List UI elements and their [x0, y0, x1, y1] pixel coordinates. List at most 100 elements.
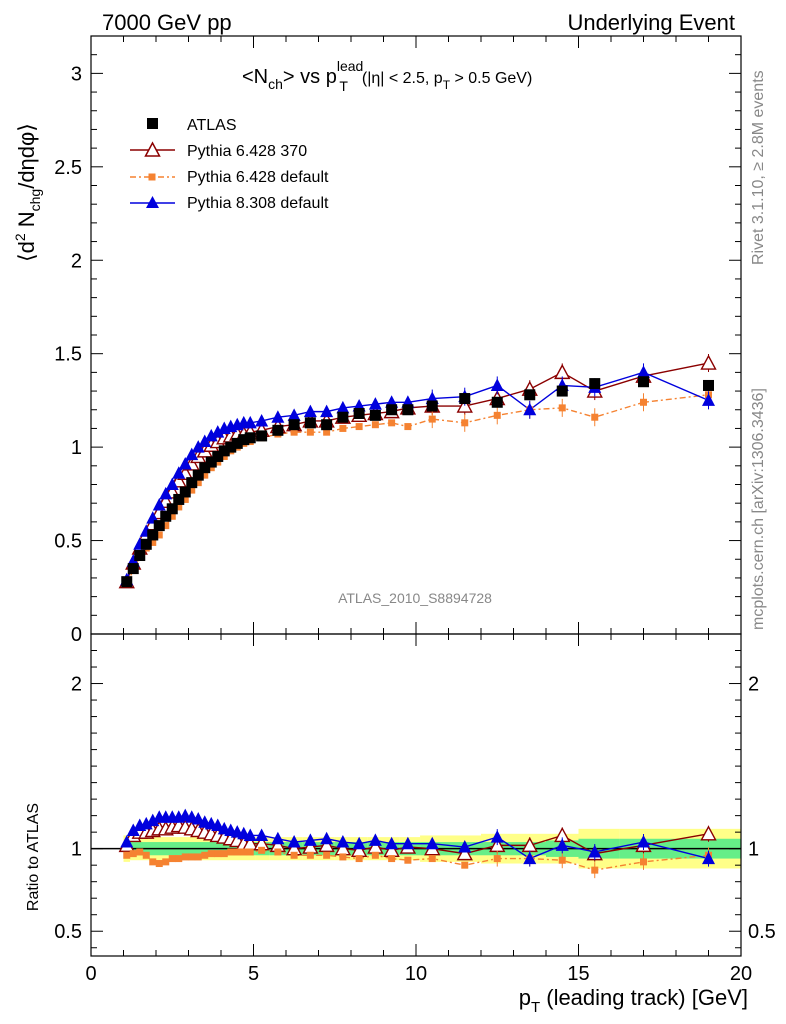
ratio-point	[188, 853, 196, 861]
ratio-point	[702, 851, 715, 865]
data-point	[591, 413, 599, 421]
data-point	[205, 456, 217, 468]
y-tick-label: 2.5	[54, 157, 82, 179]
ratio-point	[126, 823, 140, 837]
data-point	[290, 428, 298, 436]
legend-marker-atlas	[147, 118, 158, 129]
data-point	[155, 531, 163, 539]
ratio-point	[339, 853, 347, 861]
data-point	[149, 538, 157, 546]
data-point	[589, 378, 601, 390]
data-point	[168, 512, 176, 520]
ratio-point	[211, 818, 225, 832]
header-right: Underlying Event	[567, 10, 735, 35]
ratio-point	[318, 836, 335, 853]
data-point	[159, 486, 173, 500]
ratio-point	[287, 835, 301, 848]
ratio-point	[201, 851, 209, 859]
data-point	[192, 469, 204, 481]
data-point	[121, 576, 133, 588]
ratio-point	[220, 850, 228, 858]
ratio-point	[371, 851, 379, 859]
data-point	[218, 445, 230, 457]
ratio-point	[243, 828, 257, 841]
ratio-point	[149, 858, 157, 866]
ratio-point	[207, 850, 215, 858]
ratio-y-tick-label: 0.5	[54, 921, 82, 943]
data-point	[191, 440, 205, 453]
ratio-panel-frame	[90, 633, 742, 957]
legend-marker-p6-370	[144, 141, 161, 157]
x-tick-label: 5	[248, 963, 259, 985]
data-point	[523, 402, 537, 416]
data-point	[353, 407, 365, 419]
data-point	[175, 503, 183, 511]
data-point	[556, 385, 568, 397]
data-point	[194, 479, 202, 487]
data-point	[147, 529, 159, 541]
legend-marker-p6-default	[148, 173, 156, 181]
data-point	[179, 486, 191, 498]
ratio-point	[352, 836, 366, 850]
data-point	[303, 404, 317, 418]
data-point	[554, 363, 571, 380]
ratio-point	[401, 836, 415, 850]
ratio-panel-series	[118, 808, 717, 879]
data-point	[173, 493, 185, 505]
ratio-point	[558, 856, 566, 864]
ratio-point	[385, 836, 399, 850]
ratio-point	[191, 811, 205, 825]
ratio-point	[214, 850, 222, 858]
data-point	[323, 428, 331, 436]
x-tick-label: 15	[567, 963, 589, 985]
data-point	[304, 417, 316, 429]
data-point	[272, 424, 284, 436]
ratio-y-tick-label: 2	[71, 674, 82, 696]
ratio-point	[323, 851, 331, 859]
data-point	[127, 563, 139, 575]
y-tick-label: 0	[71, 624, 82, 646]
ratio-point	[290, 851, 298, 859]
x-tick-label: 20	[730, 963, 752, 985]
data-point	[134, 550, 146, 562]
data-point	[386, 404, 398, 416]
ratio-point	[168, 855, 176, 863]
ratio-y-tick-label-right: 0.5	[748, 921, 776, 943]
data-point	[140, 538, 152, 550]
rivet-label: Rivet 3.1.10, ≥ 2.8M events	[750, 70, 767, 265]
legend-label-p6-370: Pythia 6.428 370	[187, 143, 307, 160]
data-point	[185, 447, 199, 461]
ratio-point	[142, 851, 150, 859]
data-point	[165, 477, 179, 490]
data-point	[368, 397, 382, 410]
main-panel-series	[118, 354, 717, 589]
ratio-point	[129, 850, 137, 858]
plot-title: <Nch> vs plead T (|η| < 2.5, pT > 0.5 GeV)	[242, 58, 532, 94]
ratio-point	[355, 855, 363, 863]
ratio-point	[306, 851, 314, 859]
data-point	[225, 441, 237, 453]
ratio-point	[162, 858, 170, 866]
ratio-point	[637, 835, 650, 848]
data-point	[238, 434, 250, 446]
ratio-point	[523, 851, 537, 865]
legend: ATLAS Pythia 6.428 370 Pythia 6.428 defa…	[130, 117, 329, 212]
ratio-y-axis-label: Ratio to ATLAS	[25, 803, 42, 911]
mcplots-label: mcplots.cern.ch [arXiv:1306.3436]	[750, 388, 767, 630]
data-point	[493, 411, 501, 419]
series-line-1	[126, 362, 709, 582]
ratio-point	[155, 860, 163, 868]
ratio-point	[368, 833, 382, 846]
data-point	[339, 424, 347, 432]
ratio-point	[240, 848, 248, 856]
x-tick-label: 10	[405, 963, 427, 985]
data-point	[638, 376, 649, 388]
y-tick-label: 2	[71, 250, 82, 272]
data-point	[428, 415, 436, 423]
ratio-point	[303, 833, 317, 846]
ratio-point	[336, 835, 350, 848]
series-line-3	[126, 371, 709, 581]
data-point	[388, 419, 396, 427]
data-point	[288, 419, 300, 431]
data-point	[188, 486, 196, 494]
